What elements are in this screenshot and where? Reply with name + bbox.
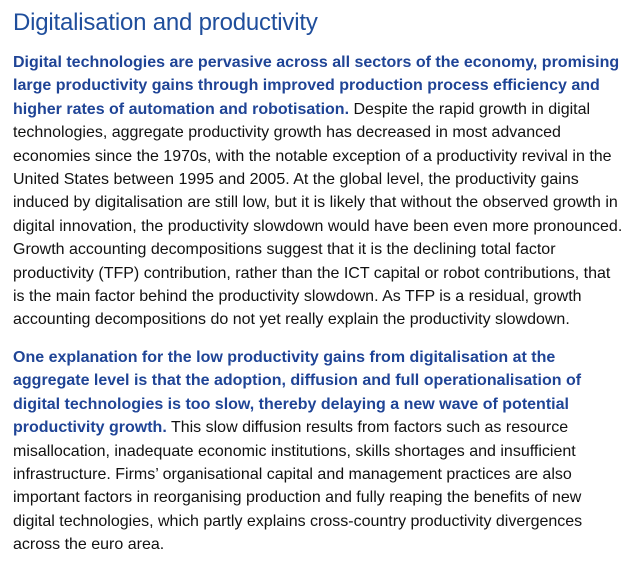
paragraph-2-lead: One explanation for the low productivity… bbox=[13, 348, 582, 437]
paragraph-1: Digital technologies are pervasive acros… bbox=[13, 51, 625, 332]
document-title: Digitalisation and productivity bbox=[13, 9, 318, 36]
paragraph-1-lead: Digital technologies are pervasive acros… bbox=[13, 54, 620, 118]
paragraph-2-body: This slow diffusion results from factors… bbox=[13, 419, 583, 554]
paragraph-1-body: Despite the rapid growth in digital tech… bbox=[13, 100, 623, 329]
paragraph-2: One explanation for the low productivity… bbox=[13, 346, 625, 557]
